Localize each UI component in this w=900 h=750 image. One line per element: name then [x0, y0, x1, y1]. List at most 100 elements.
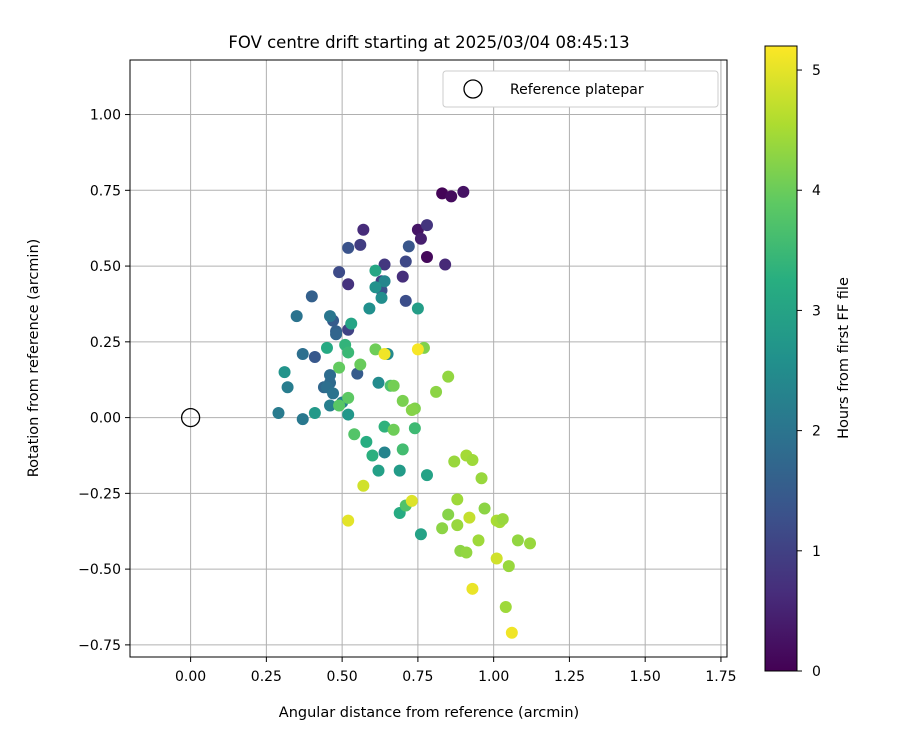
y-axis-label: Rotation from reference (arcmin): [26, 239, 42, 478]
y-tick-label: 0.25: [90, 335, 121, 351]
scatter-point: [420, 469, 433, 482]
scatter-point: [402, 240, 415, 253]
scatter-point: [272, 407, 285, 420]
scatter-point: [342, 514, 355, 527]
colorbar-tick-label: 3: [812, 303, 821, 319]
scatter-point: [342, 391, 355, 404]
x-axis-label: Angular distance from reference (arcmin): [279, 705, 579, 721]
scatter-point: [333, 266, 346, 279]
y-axis-ticks: −0.75 −0.50 −0.25 0.00 0.25 0.50 0.75 1.00: [78, 108, 130, 654]
scatter-point: [505, 626, 518, 639]
scatter-point: [475, 472, 488, 485]
scatter-point: [333, 399, 346, 412]
x-tick-label: 1.75: [705, 669, 736, 685]
colorbar-tick-label: 4: [812, 183, 821, 199]
y-tick-label: 0.75: [90, 183, 121, 199]
scatter-point: [305, 290, 318, 303]
scatter-point: [463, 511, 476, 524]
scatter-point: [490, 552, 503, 565]
scatter-point: [290, 310, 303, 323]
scatter-point: [457, 185, 470, 198]
legend: Reference platepar: [442, 70, 719, 108]
scatter-point: [354, 358, 367, 371]
plot-frame: [129, 59, 728, 658]
y-tick-label: 1.00: [90, 108, 121, 124]
scatter-point: [375, 291, 388, 304]
scatter-point: [387, 379, 400, 392]
y-tick-label: −0.75: [78, 638, 121, 654]
scatter-point: [451, 493, 464, 506]
y-tick-label: 0.50: [90, 259, 121, 275]
scatter-point: [324, 399, 337, 412]
scatter-point: [387, 423, 400, 436]
scatter-point: [396, 394, 409, 407]
scatter-point: [342, 346, 355, 359]
scatter-point: [414, 528, 427, 541]
scatter-point: [378, 258, 391, 271]
scatter-point: [502, 560, 515, 573]
scatter-point: [472, 534, 485, 547]
x-tick-label: 1.00: [478, 669, 509, 685]
x-tick-label: 1.50: [630, 669, 661, 685]
scatter-point: [442, 508, 455, 521]
scatter-point: [396, 270, 409, 283]
scatter-point: [345, 317, 358, 330]
scatter-point: [320, 341, 333, 354]
legend-marker-icon: [463, 79, 483, 99]
scatter-point: [408, 422, 421, 435]
colorbar-ticks: 0 1 2 3 4 5: [797, 63, 821, 680]
scatter-point: [378, 446, 391, 459]
scatter-point: [420, 219, 433, 232]
y-tick-label: −0.50: [78, 562, 121, 578]
scatter-point: [436, 522, 449, 535]
scatter-point: [411, 302, 424, 315]
scatter-point: [439, 258, 452, 271]
x-tick-label: 0.75: [402, 669, 433, 685]
scatter-point: [496, 513, 509, 526]
scatter-point: [372, 376, 385, 389]
scatter-point: [499, 600, 512, 613]
x-tick-label: 0.00: [175, 669, 206, 685]
grid-lines: [130, 60, 727, 657]
scatter-point: [396, 443, 409, 456]
scatter-point: [511, 534, 524, 547]
scatter-point: [363, 302, 376, 315]
scatter-point: [324, 310, 337, 323]
scatter-point: [324, 369, 337, 382]
scatter-point: [411, 223, 424, 236]
scatter-point: [478, 502, 491, 515]
scatter-point: [430, 385, 443, 398]
scatter-point: [378, 275, 391, 288]
scatter-point: [405, 494, 418, 507]
scatter-point: [420, 250, 433, 263]
scatter-point: [414, 232, 427, 245]
chart-title: FOV centre drift starting at 2025/03/04 …: [228, 33, 629, 52]
reference-platepar-marker: [180, 407, 201, 428]
scatter-point: [369, 264, 382, 277]
scatter-point: [378, 420, 391, 433]
legend-entry-reference: Reference platepar: [510, 82, 644, 98]
x-axis-ticks: 0.00 0.25 0.50 0.75 1.00 1.25 1.50 1.75: [175, 657, 737, 685]
x-tick-label: 0.50: [327, 669, 358, 685]
scatter-point: [348, 428, 361, 441]
scatter-point: [342, 278, 355, 291]
scatter-point: [369, 343, 382, 356]
scatter-point: [357, 479, 370, 492]
scatter-point: [308, 407, 321, 420]
scatter-point: [330, 328, 343, 341]
x-tick-label: 0.25: [251, 669, 282, 685]
scatter-point: [372, 464, 385, 477]
scatter-point: [448, 455, 461, 468]
scatter-point: [466, 454, 479, 467]
colorbar: 0 1 2 3 4 5 Hours from first FF file: [764, 45, 852, 680]
scatter-point: [308, 350, 321, 363]
colorbar-label: Hours from first FF file: [836, 277, 852, 439]
data-points: [272, 185, 537, 639]
scatter-point: [354, 238, 367, 251]
colorbar-tick-label: 5: [812, 63, 821, 79]
scatter-point: [466, 582, 479, 595]
scatter-point: [351, 367, 364, 380]
scatter-point: [366, 449, 379, 462]
colorbar-tick-label: 0: [812, 664, 821, 680]
colorbar-gradient: [764, 45, 798, 672]
